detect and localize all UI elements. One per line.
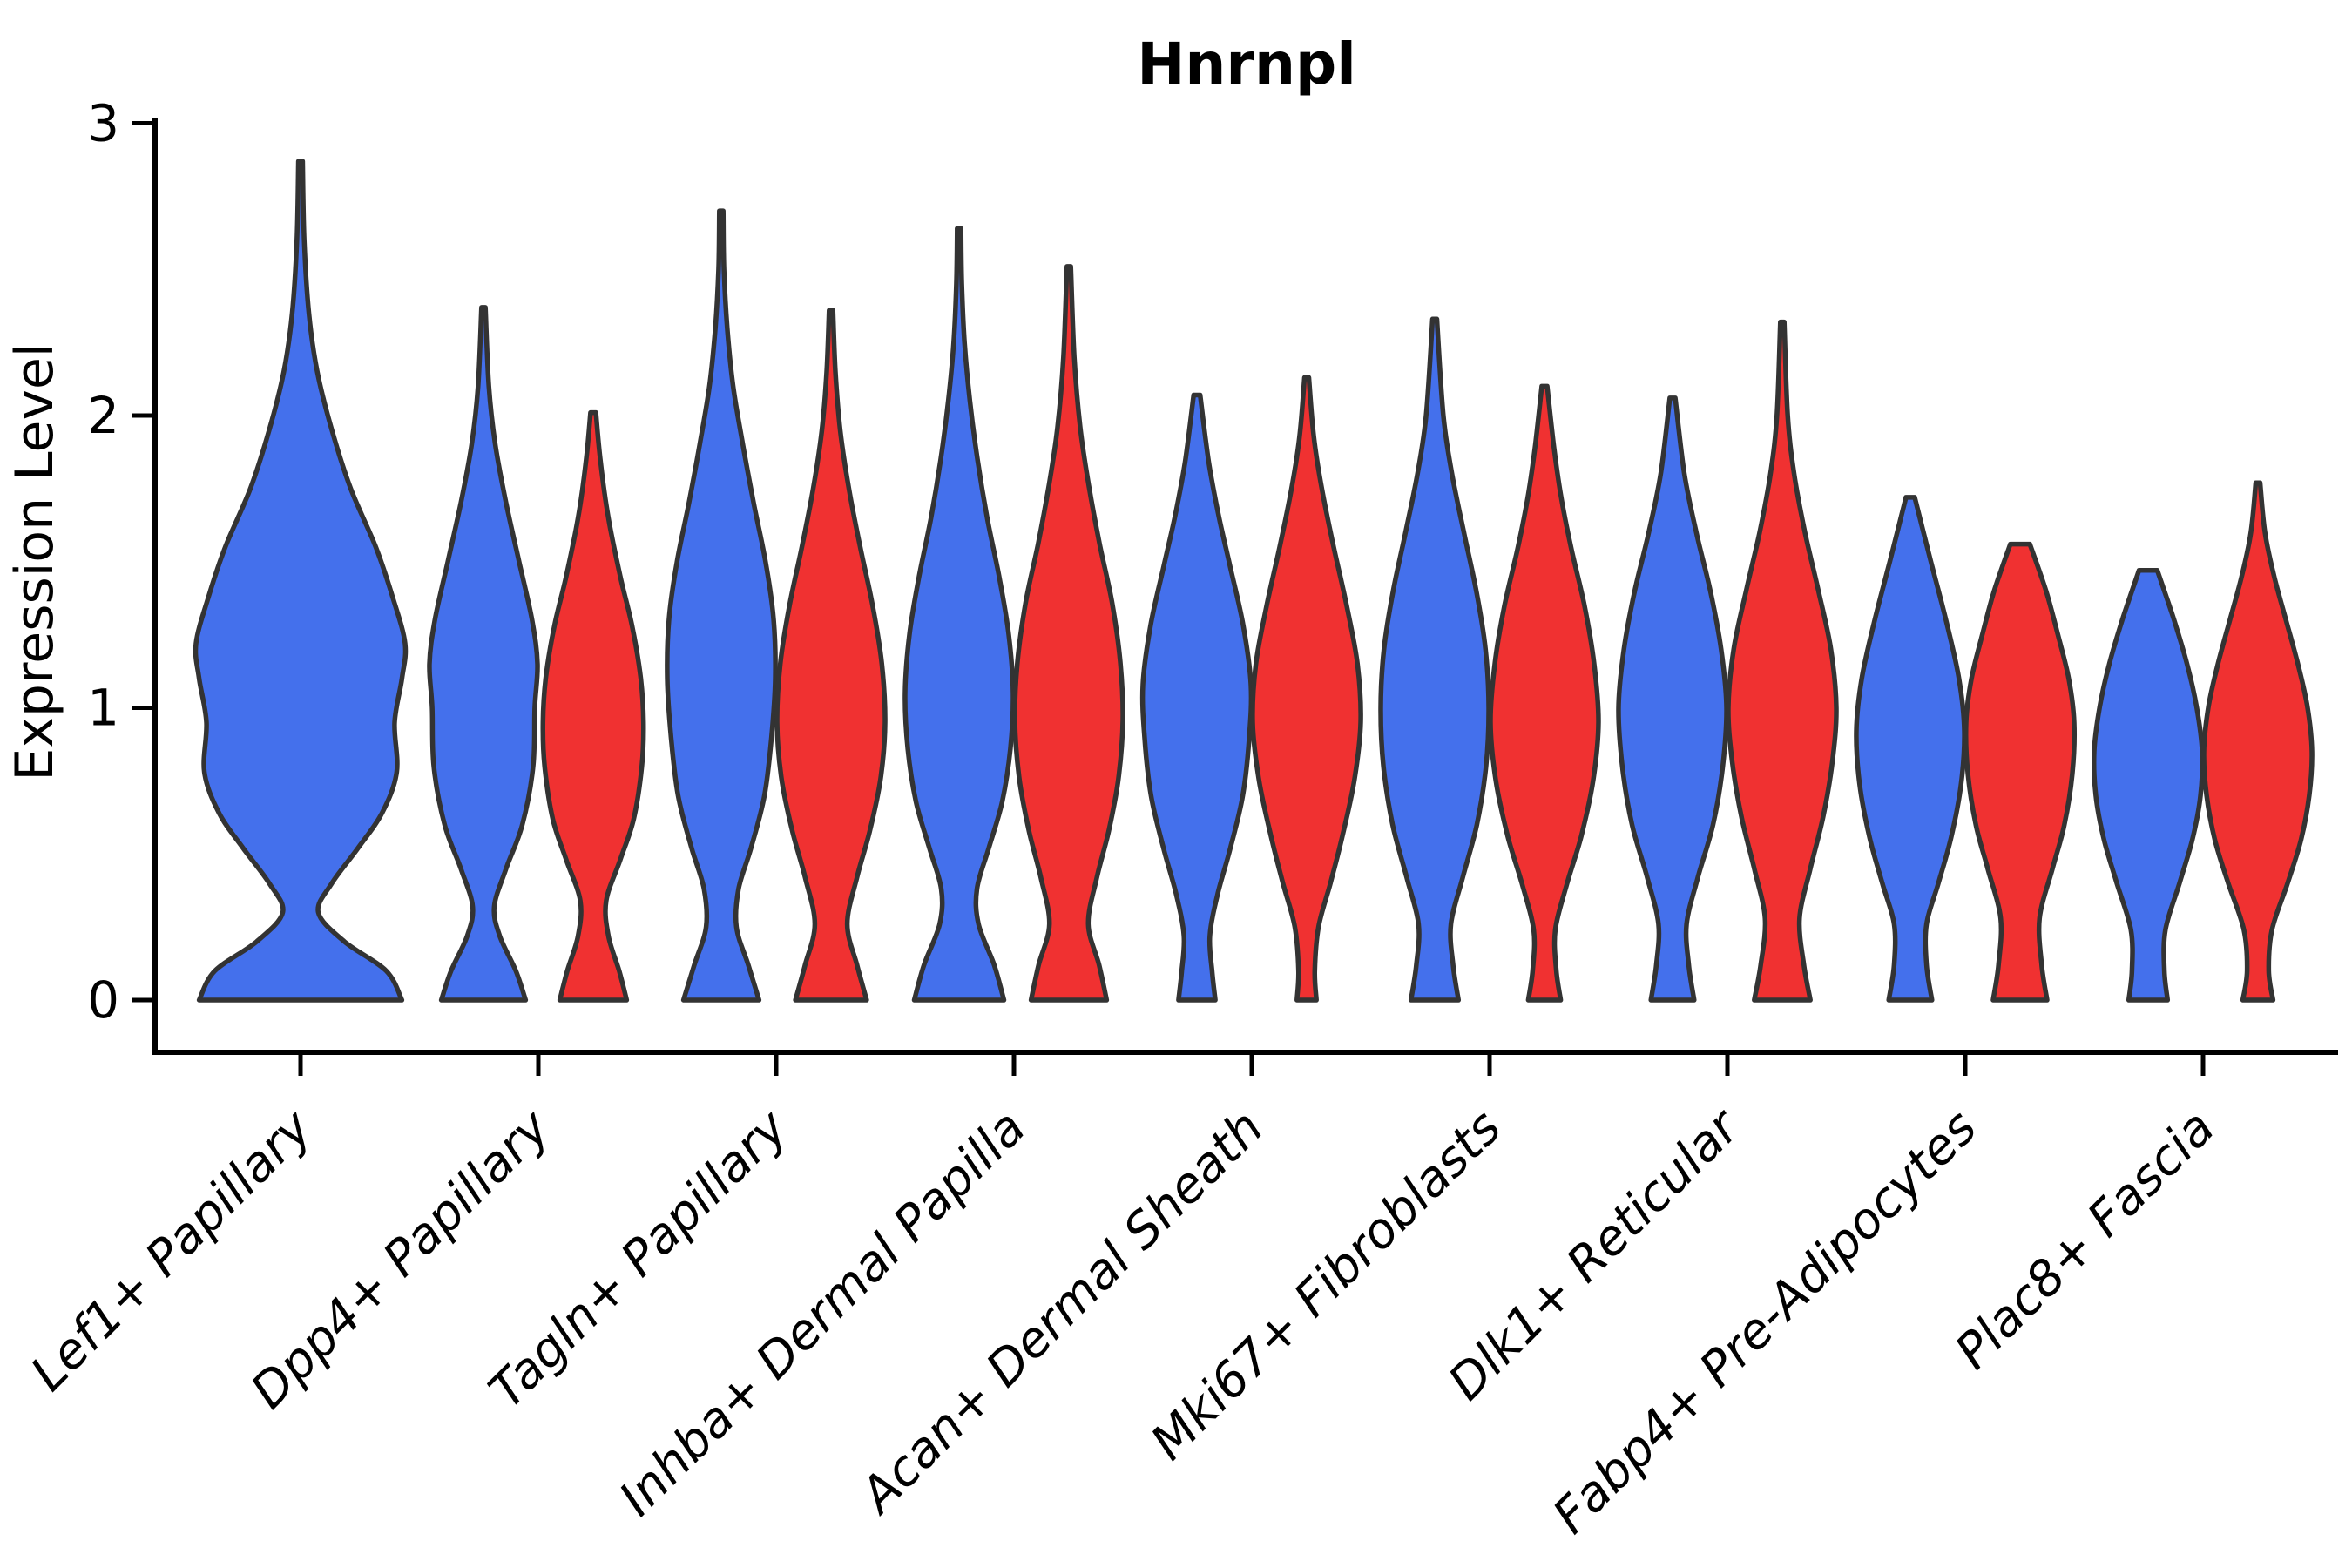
violin-inhba-dermal-papilla-blue [902,226,1016,1003]
violin-dlk1-reticular-red [1726,319,1839,1003]
violin-lef1-papillary-blue [193,159,409,1003]
y-tick-label-3: 3 [87,94,119,153]
chart-title: Hnrnpl [1137,30,1356,98]
violin-inhba-dermal-papilla-red [1012,264,1125,1003]
violin-mki67-fibroblasts-red [1488,383,1601,1003]
violins-layer [193,159,2315,1003]
y-tick-label-0: 0 [87,970,119,1030]
violin-mki67-fibroblasts-blue [1378,316,1491,1003]
violin-tagln-papillary-blue [665,208,778,1003]
y-tick-label-2: 2 [87,386,119,445]
violin-plac8-fascia-red [2201,480,2315,1003]
violin-plac8-fascia-blue [2091,568,2206,1003]
violin-acan-dermal-sheath-blue [1139,392,1254,1003]
violin-dpp4-papillary-red [540,409,646,1003]
violin-fabp4-pre-adipocytes-red [1963,541,2078,1003]
violin-tagln-papillary-red [774,308,888,1003]
x-tick-label-fabp4-pre-adipocytes: Fabp4+ Pre-Adipocytes [1543,1099,1988,1544]
violin-acan-dermal-sheath-red [1250,375,1363,1003]
y-axis-label: Expression Level [4,342,65,781]
violin-dlk1-reticular-blue [1616,395,1729,1003]
violin-fabp4-pre-adipocytes-blue [1854,495,1967,1003]
x-tick-label-acan-dermal-sheath: Acan+ Dermal Sheath [848,1099,1274,1525]
y-tick-label-1: 1 [87,679,119,738]
violin-dpp4-papillary-blue [427,305,540,1003]
x-tick-label-plac8-fascia: Plac8+ Fascia [1944,1099,2226,1381]
x-tick-label-inhba-dermal-papilla: Inhba+ Dermal Papilla [609,1099,1037,1527]
